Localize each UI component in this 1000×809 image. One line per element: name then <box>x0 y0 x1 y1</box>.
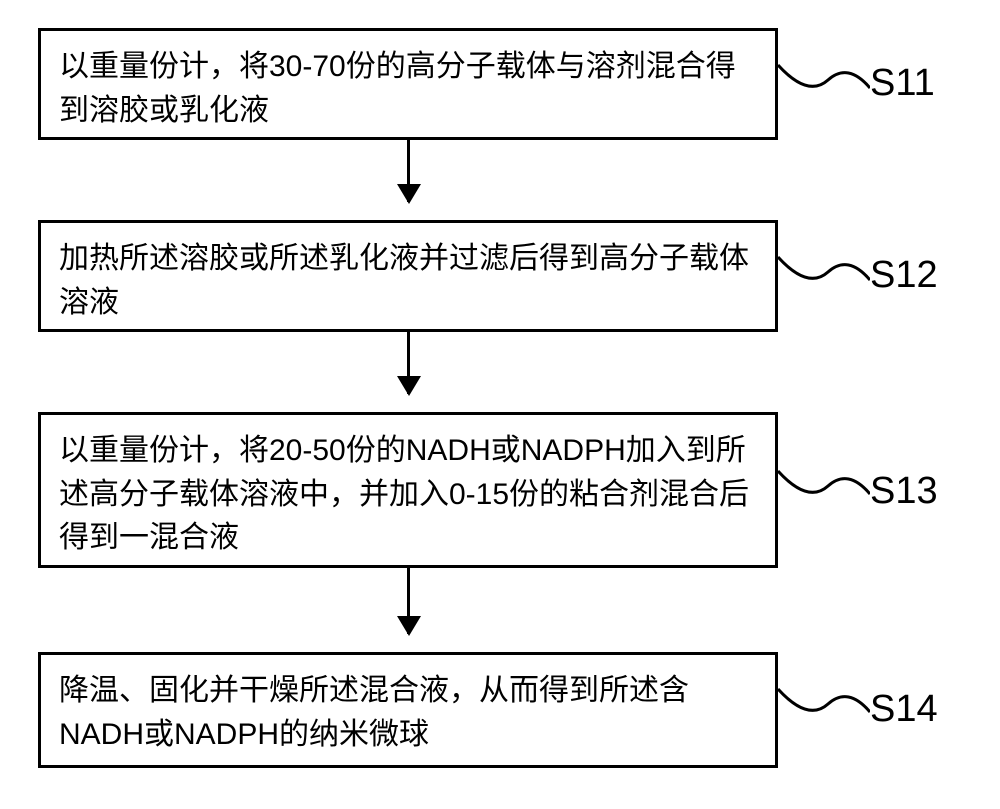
connector-curve-s14 <box>778 684 870 724</box>
step-box-s13: 以重量份计，将20-50份的NADH或NADPH加入到所述高分子载体溶液中，并加… <box>38 412 778 568</box>
step-text: 加热所述溶胶或所述乳化液并过滤后得到高分子载体溶液 <box>59 242 749 319</box>
step-text: 降温、固化并干燥所述混合液，从而得到所述含NADH或NADPH的纳米微球 <box>59 674 689 751</box>
step-box-s12: 加热所述溶胶或所述乳化液并过滤后得到高分子载体溶液 <box>38 220 778 332</box>
step-label-s11: S11 <box>870 62 935 105</box>
step-text: 以重量份计，将30-70份的高分子载体与溶剂混合得到溶胶或乳化液 <box>59 50 736 127</box>
step-box-s14: 降温、固化并干燥所述混合液，从而得到所述含NADH或NADPH的纳米微球 <box>38 652 778 768</box>
arrow-s13-s14 <box>407 568 410 634</box>
step-label-s14: S14 <box>870 688 938 731</box>
connector-curve-s12 <box>778 252 870 292</box>
arrow-s12-s13 <box>407 332 410 394</box>
step-label-s12: S12 <box>870 254 938 297</box>
arrow-s11-s12 <box>407 140 410 202</box>
step-text: 以重量份计，将20-50份的NADH或NADPH加入到所述高分子载体溶液中，并加… <box>59 434 749 554</box>
connector-curve-s11 <box>778 60 870 100</box>
step-box-s11: 以重量份计，将30-70份的高分子载体与溶剂混合得到溶胶或乳化液 <box>38 28 778 140</box>
connector-curve-s13 <box>778 466 870 506</box>
step-label-s13: S13 <box>870 470 938 513</box>
flowchart-canvas: 以重量份计，将30-70份的高分子载体与溶剂混合得到溶胶或乳化液 S11 加热所… <box>0 0 1000 809</box>
